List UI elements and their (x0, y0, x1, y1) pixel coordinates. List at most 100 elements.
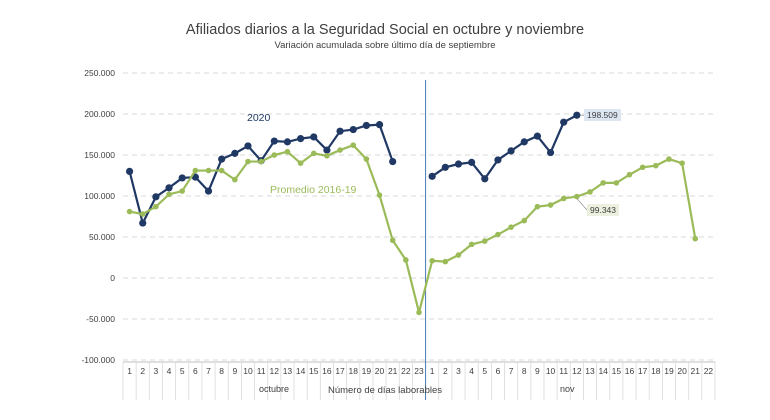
x-tick-label: 12 (270, 366, 280, 376)
series-average-point (534, 203, 541, 210)
series-group (125, 111, 699, 316)
series-2020-point (125, 167, 134, 175)
x-axis-label: Número de días laborables (327, 385, 443, 396)
series-average-point (508, 224, 514, 230)
series-average-point (363, 156, 370, 162)
x-tick-label: 6 (193, 366, 198, 376)
series-2020-point (323, 146, 331, 154)
series-average-point (429, 257, 435, 264)
month-label-october: octubre (259, 384, 290, 394)
x-tick-label: 23 (414, 366, 424, 376)
series-2020-point (283, 138, 292, 146)
series-average-point (376, 192, 383, 198)
series-average-point (179, 188, 185, 194)
series-2020-point (441, 163, 449, 171)
y-tick-label: 250.000 (84, 68, 115, 78)
x-tick-label: 5 (180, 366, 185, 376)
x-tick-label: 22 (704, 366, 714, 376)
y-tick-label: 200.000 (84, 109, 115, 119)
x-tick-label: 2 (140, 366, 145, 376)
series-2020-line (128, 123, 394, 227)
series-average-point (626, 171, 633, 178)
series-average-point (455, 252, 462, 258)
x-tick-label: 21 (691, 366, 701, 376)
x-tick-label: 11 (257, 366, 266, 376)
x-axis-ticks: 1 2 3 4 5 6 7 8 9 10 11 12 13 14 15 16 17 18 19 20 21 22 23 1 2 3… (122, 80, 716, 400)
x-tick-label: 8 (219, 366, 224, 376)
series-average-point (297, 160, 304, 166)
series-average-point (139, 211, 146, 217)
x-tick-label: 19 (664, 366, 674, 376)
series-2020-point (336, 127, 344, 135)
x-tick-label: 6 (496, 366, 501, 376)
x-tick-label: 13 (283, 366, 293, 376)
y-tick-label: 150.000 (84, 150, 115, 160)
x-tick-label: 10 (243, 366, 253, 376)
series-average-point (481, 238, 488, 244)
x-tick-label: 18 (348, 366, 358, 376)
y-tick-label: -100.000 (81, 355, 115, 365)
x-tick-label: 18 (651, 366, 661, 376)
series-2020-point (428, 172, 436, 180)
series-2020-point (139, 219, 147, 227)
x-tick-label: 22 (401, 366, 411, 376)
x-tick-label: 12 (572, 366, 582, 376)
series-average-point (389, 237, 396, 244)
series-average-point (547, 202, 554, 208)
x-tick-label: 21 (388, 366, 398, 376)
series-average-point (205, 167, 212, 174)
x-tick-label: 20 (375, 366, 385, 376)
series-average-line (129, 143, 697, 313)
series-2020-line (431, 114, 578, 181)
series-average-point (587, 189, 593, 195)
series-2020-point (297, 135, 305, 143)
series-average-point (560, 195, 567, 202)
callout-leader-average (576, 198, 588, 211)
series-2020-point (494, 156, 502, 164)
x-tick-label: 15 (612, 366, 622, 376)
month-label-november: nov (560, 384, 575, 394)
series-2020-point (533, 132, 542, 140)
series-average-point (521, 217, 528, 224)
series-average-point (245, 158, 251, 165)
y-axis-ticks: -100.000 -50.000 0 50.000 100.000 150.000 200.… (81, 68, 115, 365)
series-average-point (679, 160, 685, 166)
series-average-point (639, 164, 646, 171)
series-average-point (310, 150, 317, 157)
series-average-point (416, 309, 422, 316)
series-average-point (218, 167, 225, 174)
series-label-average: Promedio 2016-19 (270, 184, 357, 196)
x-tick-label: 19 (362, 366, 372, 376)
series-average-point (126, 208, 133, 215)
series-average-point (600, 180, 606, 186)
y-tick-label: -50.000 (86, 314, 115, 324)
x-tick-label: 9 (535, 366, 540, 376)
series-average-point (284, 148, 291, 155)
series-average-point (271, 152, 278, 158)
series-2020-point (546, 148, 555, 157)
chart-title: Afiliados diarios a la Seguridad Social … (185, 22, 585, 38)
series-2020-point (560, 118, 568, 126)
series-2020-point (270, 137, 278, 145)
series-2020-point (204, 187, 213, 195)
x-tick-label: 4 (469, 366, 474, 376)
series-average-point (324, 153, 330, 159)
series-2020-point (178, 174, 186, 182)
x-tick-label: 14 (598, 366, 608, 376)
series-average-point (468, 241, 475, 248)
x-tick-label: 9 (232, 366, 237, 376)
series-2020-point (573, 111, 581, 119)
y-tick-label: 50.000 (89, 232, 115, 242)
series-2020-point (349, 125, 357, 134)
x-tick-label: 1 (430, 366, 435, 376)
series-average-point (653, 162, 659, 169)
series-2020-point (454, 160, 463, 168)
series-average-point (153, 203, 159, 210)
x-tick-label: 17 (638, 366, 648, 376)
series-average-point (192, 167, 199, 174)
series-average-point (613, 180, 620, 186)
x-tick-label: 3 (154, 366, 159, 376)
x-tick-label: 17 (335, 366, 345, 376)
x-tick-label: 13 (585, 366, 595, 376)
x-tick-label: 4 (167, 366, 172, 376)
